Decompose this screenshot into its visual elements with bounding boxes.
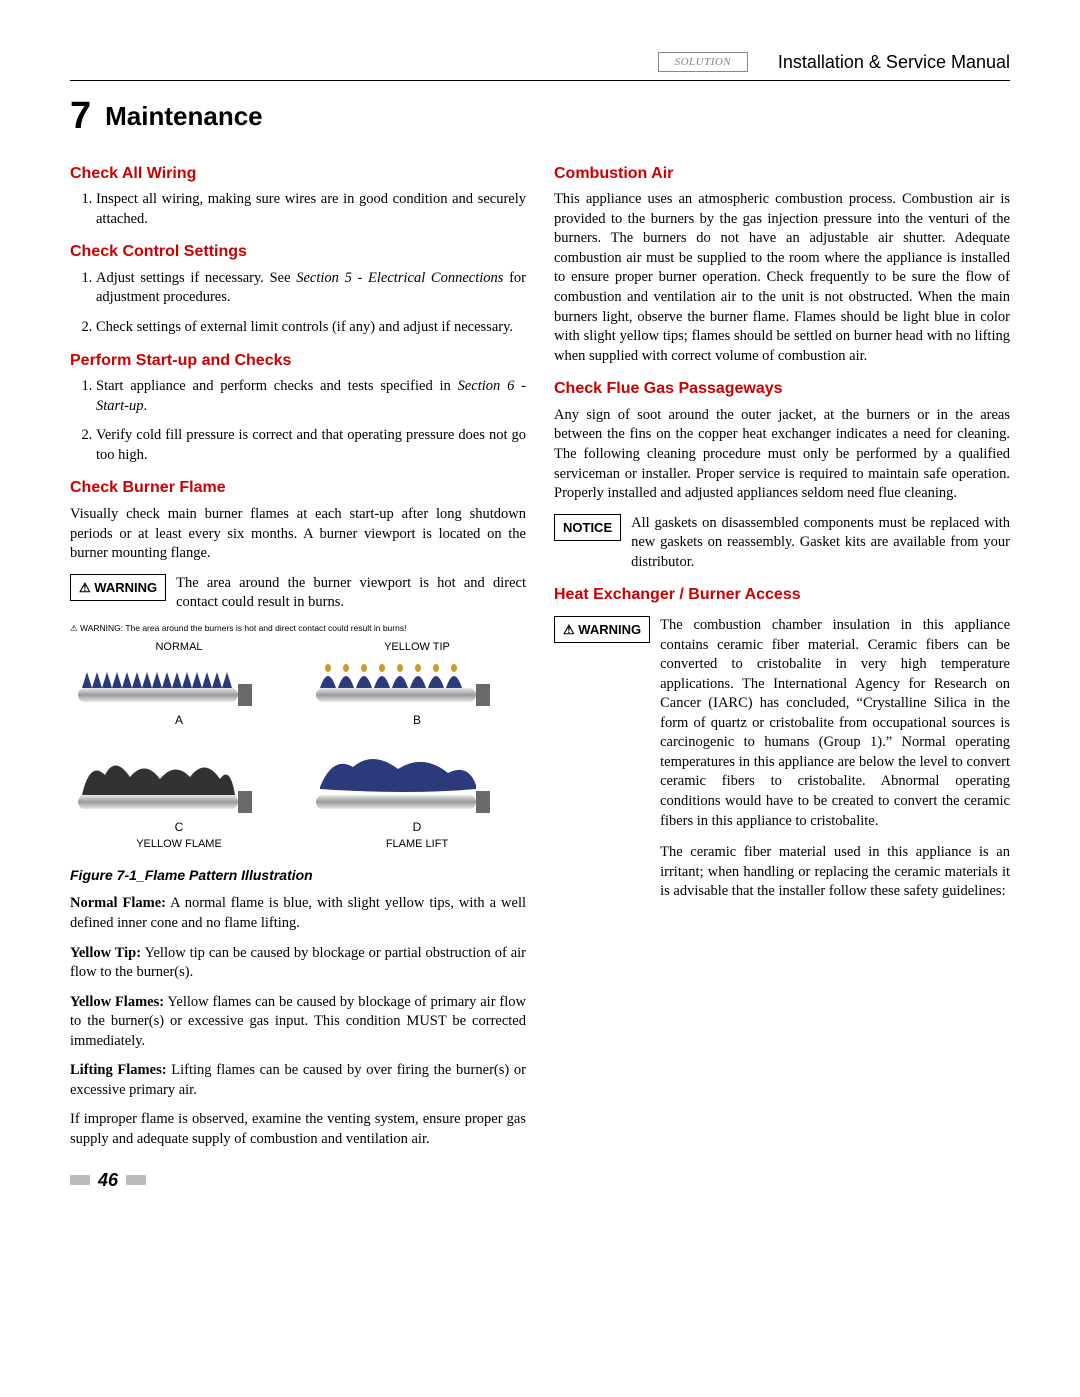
text: . [144, 398, 148, 414]
flame-letter: D [308, 819, 526, 835]
paragraph: Normal Flame: A normal flame is blue, wi… [70, 894, 526, 933]
section-heading: Check Flue Gas Passageways [554, 378, 1010, 400]
warning-badge: ⚠ WARNING [70, 574, 166, 602]
chapter-number: 7 [70, 95, 91, 137]
flame-label: YELLOW FLAME [70, 837, 288, 852]
spacer [308, 737, 526, 751]
figure-caption: Figure 7-1_Flame Pattern Illustration [70, 866, 526, 885]
chapter-title: Maintenance [105, 101, 263, 131]
section-heading: Check Burner Flame [70, 477, 526, 499]
flame-illustration-flame-lift [308, 755, 498, 815]
figure-warning: ⚠ WARNING: The area around the burners i… [70, 623, 526, 634]
flame-label: NORMAL [70, 640, 288, 654]
page-footer: 46 [70, 1168, 526, 1192]
term: Yellow Flames: [70, 994, 164, 1010]
footer-bar-icon [126, 1175, 146, 1185]
section-heading: Check All Wiring [70, 163, 526, 185]
flame-illustration-yellow-flame [70, 755, 260, 815]
paragraph: Yellow Flames: Yellow flames can be caus… [70, 993, 526, 1052]
flame-illustration-yellow-tip [308, 658, 498, 708]
section-heading: Check Control Settings [70, 241, 526, 263]
term: Normal Flame: [70, 895, 166, 911]
figure: ⚠ WARNING: The area around the burners i… [70, 623, 526, 885]
paragraph: Yellow Tip: Yellow tip can be caused by … [70, 944, 526, 983]
text-italic: Section 5 - Electrical Connections [296, 270, 503, 286]
paragraph: Any sign of soot around the outer jacket… [554, 406, 1010, 504]
chapter-heading: 7 Maintenance [70, 91, 1010, 142]
flame-illustration-normal [70, 658, 260, 708]
flame-letter: A [70, 712, 288, 728]
flame-label: YELLOW TIP [308, 640, 526, 654]
list-item: Adjust settings if necessary. See Sectio… [96, 269, 526, 308]
flame-label: FLAME LIFT [308, 837, 526, 852]
list-item: Inspect all wiring, making sure wires ar… [96, 190, 526, 229]
paragraph: This appliance uses an atmospheric combu… [554, 190, 1010, 366]
text: Start appliance and perform checks and t… [96, 378, 458, 394]
section-heading: Combustion Air [554, 163, 1010, 185]
left-column: Check All Wiring Inspect all wiring, mak… [70, 151, 526, 1192]
spacer [70, 737, 288, 751]
flame-letter: C [70, 819, 288, 835]
warning-text: The area around the burner viewport is h… [176, 574, 526, 613]
list-item: Check settings of external limit control… [96, 318, 526, 338]
list-item: Start appliance and perform checks and t… [96, 377, 526, 416]
term: Yellow Tip: [70, 945, 141, 961]
flame-letter: B [308, 712, 526, 728]
manual-title: Installation & Service Manual [778, 50, 1010, 74]
paragraph: Visually check main burner flames at eac… [70, 505, 526, 564]
notice-badge: NOTICE [554, 514, 621, 542]
footer-bar-icon [70, 1175, 90, 1185]
notice-text: All gaskets on disassembled components m… [631, 514, 1010, 573]
page-number: 46 [98, 1168, 118, 1192]
warning-badge: ⚠ WARNING [554, 616, 650, 644]
right-column: Combustion Air This appliance uses an at… [554, 151, 1010, 1192]
paragraph: Lifting Flames: Lifting flames can be ca… [70, 1061, 526, 1100]
section-heading: Heat Exchanger / Burner Access [554, 584, 1010, 606]
list-item: Verify cold fill pressure is correct and… [96, 426, 526, 465]
section-heading: Perform Start-up and Checks [70, 350, 526, 372]
warning-text: The ceramic fiber material used in this … [660, 843, 1010, 902]
text: Adjust settings if necessary. See [96, 270, 296, 286]
brand-logo: SOLUTION [658, 52, 748, 72]
term: Lifting Flames: [70, 1062, 167, 1078]
warning-text: The combustion chamber insulation in thi… [660, 616, 1010, 831]
paragraph: If improper flame is observed, examine t… [70, 1110, 526, 1149]
